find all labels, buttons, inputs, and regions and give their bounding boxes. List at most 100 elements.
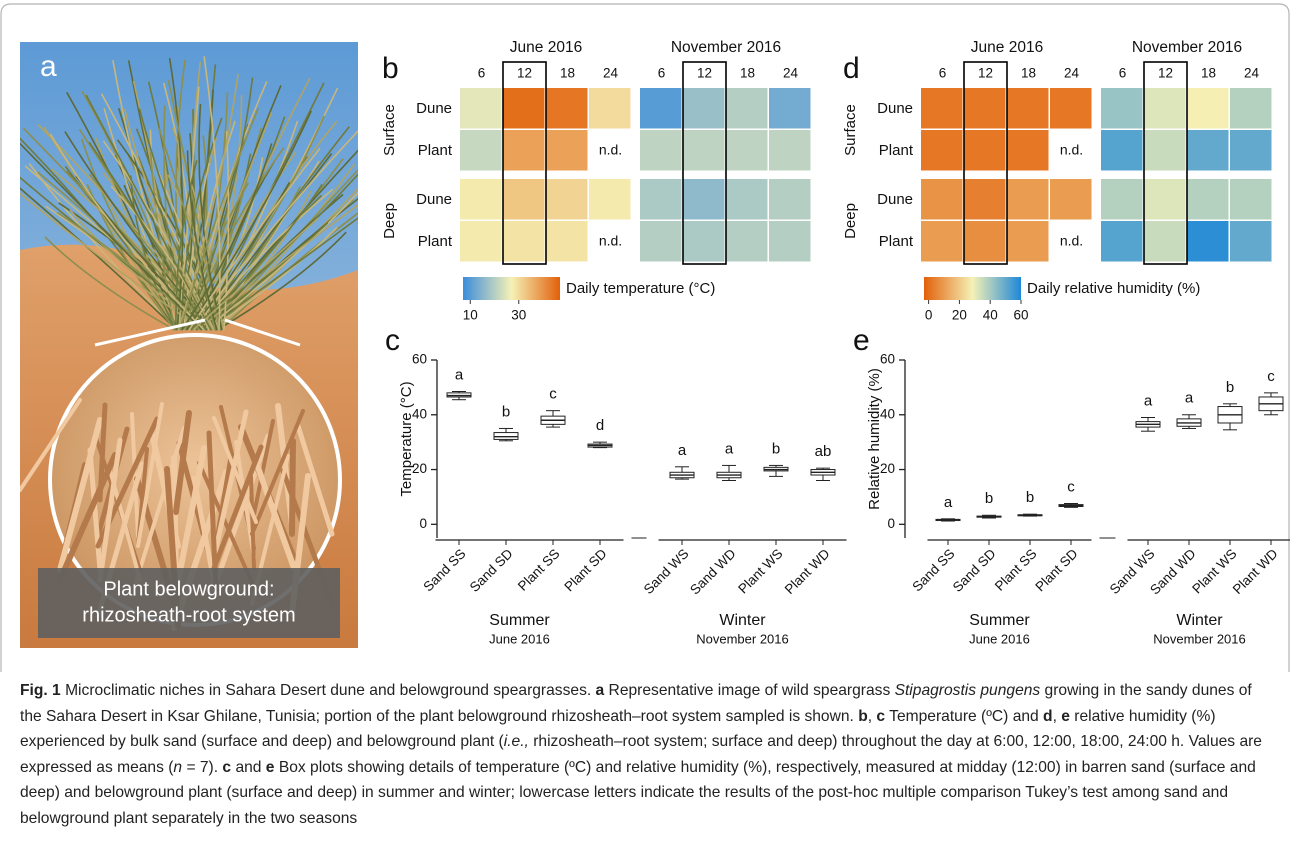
figure: a Plant belowground: rhizosheath-root syst…: [0, 0, 1290, 672]
hour-label: 18: [560, 66, 575, 81]
significance-letter: c: [1067, 478, 1075, 495]
caption-run: c: [876, 708, 885, 725]
heat-cell: [726, 179, 768, 220]
caption-run: d: [1043, 708, 1053, 725]
heat-cell: [683, 88, 725, 129]
colorbar-tick-label: 0: [925, 308, 933, 323]
heat-cell: [1144, 221, 1186, 262]
heat-cell: [546, 88, 588, 129]
significance-letter: ab: [815, 443, 832, 460]
caption-run: Fig. 1: [20, 682, 61, 699]
x-tick-label: Plant SS: [515, 546, 563, 594]
colorbar-tick-label: 10: [463, 308, 478, 323]
heat-cell: [1007, 221, 1049, 262]
colorbar-label: Daily temperature (°C): [566, 280, 715, 297]
heat-cell: [1007, 130, 1049, 171]
x-tick-label: Sand WS: [641, 546, 692, 597]
missing-label: n.d.: [1060, 233, 1083, 249]
hour-label: 12: [517, 66, 532, 81]
heat-cell: [640, 130, 682, 171]
row-label: Dune: [877, 191, 913, 208]
inset-caption: rhizosheath-root system: [82, 604, 295, 626]
heat-cell: [921, 221, 963, 262]
heat-cell: [1144, 179, 1186, 220]
root: [292, 441, 293, 534]
missing-label: n.d.: [599, 233, 622, 249]
heat-cell: [1230, 130, 1272, 171]
month-label: November 2016: [671, 39, 781, 56]
significance-letter: c: [1267, 368, 1275, 385]
heat-cell: [546, 221, 588, 262]
inset-caption: Plant belowground:: [103, 578, 274, 600]
heat-cell: [503, 221, 545, 262]
hour-label: 12: [1158, 66, 1173, 81]
significance-letter: a: [1185, 390, 1194, 407]
significance-letter: d: [596, 417, 604, 434]
hour-label: 6: [939, 66, 947, 81]
x-tick-label: Plant SD: [561, 546, 609, 594]
colorbar-tick-label: 30: [511, 308, 526, 323]
caption-run: and: [231, 759, 266, 776]
y-tick-label: 40: [412, 406, 427, 421]
depth-label: Deep: [381, 203, 398, 239]
hour-label: 6: [1119, 66, 1127, 81]
caption-run: a: [596, 682, 605, 699]
group-label: Summer: [489, 612, 550, 629]
heat-cell: [1144, 130, 1186, 171]
row-label: Plant: [418, 233, 453, 250]
significance-letter: b: [772, 440, 780, 457]
x-tick-label: Sand SD: [467, 546, 516, 595]
caption-run: b: [858, 708, 868, 725]
heat-cell: [1050, 88, 1092, 129]
panel-label: b: [382, 52, 399, 85]
significance-letter: b: [1026, 489, 1034, 506]
y-tick-label: 20: [412, 461, 427, 476]
colorbar-tick-label: 40: [983, 308, 998, 323]
heat-cell: [683, 130, 725, 171]
x-tick-label: Plant WD: [782, 546, 833, 597]
colorbar: [463, 277, 560, 300]
colorbar: [924, 277, 1021, 300]
group-label: Winter: [719, 612, 766, 629]
missing-label: n.d.: [1060, 142, 1083, 158]
heat-cell: [546, 179, 588, 220]
hour-label: 18: [1021, 66, 1036, 81]
heat-cell: [503, 179, 545, 220]
heat-cell: [589, 179, 631, 220]
depth-label: Surface: [842, 104, 859, 156]
heat-cell: [726, 130, 768, 171]
group-period: June 2016: [489, 631, 550, 646]
caption-run: Representative image of wild speargrass: [604, 682, 894, 699]
row-label: Dune: [877, 100, 913, 117]
figure-caption: Fig. 1 Microclimatic niches in Sahara De…: [20, 678, 1270, 831]
caption-run: c: [222, 759, 231, 776]
x-tick-label: Plant SS: [992, 546, 1040, 594]
hour-label: 24: [1244, 66, 1260, 81]
heat-cell: [964, 179, 1006, 220]
group-label: Summer: [969, 612, 1030, 629]
hour-label: 24: [783, 66, 799, 81]
significance-letter: b: [1226, 379, 1234, 396]
panel-label: c: [385, 324, 400, 357]
x-tick-label: Plant WD: [1230, 546, 1281, 597]
heat-cell: [964, 130, 1006, 171]
significance-letter: b: [985, 490, 993, 507]
heat-cell: [1230, 88, 1272, 129]
heat-cell: [726, 221, 768, 262]
heat-cell: [769, 179, 811, 220]
hour-label: 12: [978, 66, 993, 81]
x-tick-label: Plant WS: [735, 546, 785, 596]
caption-run: = 7).: [182, 759, 222, 776]
x-tick-label: Sand SS: [909, 546, 957, 594]
heat-cell: [726, 88, 768, 129]
heat-cell: [1187, 88, 1229, 129]
caption-run: Microclimatic niches in Sahara Desert du…: [61, 682, 596, 699]
heat-cell: [503, 130, 545, 171]
heat-cell: [1187, 130, 1229, 171]
heat-cell: [1144, 88, 1186, 129]
x-tick-label: Sand WD: [1147, 546, 1199, 598]
x-tick-label: Sand SD: [950, 546, 999, 595]
group-label: Winter: [1176, 612, 1223, 629]
month-label: June 2016: [510, 39, 582, 56]
heat-cell: [1101, 179, 1143, 220]
